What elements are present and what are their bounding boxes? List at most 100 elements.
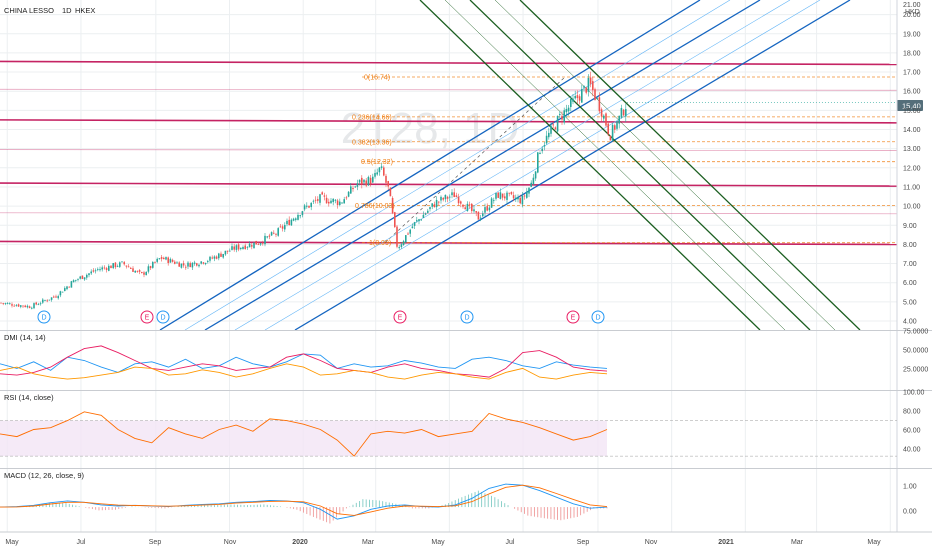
event-marker-label: D [464, 315, 469, 322]
candle-body [508, 192, 510, 194]
candle-body [581, 89, 583, 103]
candle-body [292, 218, 295, 221]
candle-body [123, 262, 125, 265]
candle-body [519, 197, 521, 204]
indicator-tick-label: 0.00 [903, 509, 917, 516]
horizontal-level-line [0, 212, 897, 215]
candle-body [328, 201, 330, 204]
candle-body [589, 77, 592, 84]
candle-body [605, 113, 607, 126]
candle-body [594, 89, 596, 100]
dividend-marker [591, 310, 605, 324]
candle-body [130, 267, 132, 269]
candle-body [413, 222, 416, 226]
candle-body [526, 191, 528, 198]
candle-body [361, 177, 363, 185]
candle-body [438, 201, 440, 203]
currency-label: HKD [905, 9, 920, 16]
time-tick-label: Jul [506, 539, 515, 546]
candle-body [600, 109, 603, 117]
candle-body [352, 187, 354, 190]
candle-body [77, 278, 79, 280]
candle-body [561, 115, 563, 120]
indicator-pane: MACD (12, 26, close, 9) 1.00 0.00 [0, 468, 932, 524]
candle-body [163, 257, 165, 260]
candle-body [462, 204, 464, 207]
price-tick-label: 6.00 [903, 280, 917, 287]
candle-body [50, 297, 53, 300]
candle-body [59, 291, 62, 296]
candle-body [372, 176, 374, 183]
candle-body [253, 242, 255, 249]
indicator-tick-label: 80.00 [903, 409, 921, 416]
candle-body [559, 114, 561, 116]
candle-body [376, 172, 378, 175]
candle-body [266, 236, 268, 238]
pitchfork-line [204, 0, 761, 330]
candle-body [251, 245, 253, 247]
candle-body [75, 279, 77, 281]
candle-body [244, 245, 246, 250]
candle-body [501, 193, 504, 198]
indicator-panes[interactable]: DMI (14, 14) 75.0000 50.0000 25.0000 RSI (14… [0, 329, 932, 524]
candle-body [295, 218, 297, 220]
candle-body [191, 262, 194, 268]
indicator-title: RSI (14, close) [4, 393, 54, 402]
candle-body [374, 173, 376, 177]
candle-body [422, 214, 425, 218]
event-marker-label: E [571, 315, 576, 322]
candle-body [160, 257, 163, 259]
fib-level-label: 0.786(10.03) [355, 203, 395, 210]
candle-body [563, 110, 565, 123]
candle-body [402, 241, 405, 246]
candle-body [405, 235, 407, 243]
candle-body [572, 98, 574, 102]
earnings-marker [566, 310, 580, 324]
candle-body [213, 256, 216, 259]
candle-body [363, 179, 365, 183]
fib-level-label: 0(16.74) [364, 75, 390, 82]
candle-body [44, 300, 46, 302]
candle-body [259, 243, 262, 245]
candle-body [343, 199, 345, 204]
candle-body [288, 219, 290, 226]
candle-body [534, 171, 537, 179]
candle-body [202, 262, 205, 264]
candle-body [0, 302, 2, 304]
candle-body [367, 176, 370, 186]
dividend-marker [156, 310, 170, 324]
candle-body [433, 204, 436, 208]
candle-body [116, 265, 119, 267]
candle-body [255, 240, 257, 245]
candle-body [235, 245, 238, 250]
candle-body [345, 197, 348, 199]
candle-body [455, 195, 458, 198]
indicator-title: DMI (14, 14) [4, 333, 46, 342]
candle-body [350, 186, 352, 194]
price-tick-label: 10.00 [903, 204, 921, 211]
candle-body [33, 303, 35, 309]
candle-body [442, 197, 444, 200]
indicator-pane: RSI (14, close) 100.00 80.00 60.00 40.00 [0, 390, 932, 457]
candle-body [6, 303, 9, 304]
candle-body [55, 296, 57, 298]
candle-body [165, 257, 167, 260]
candle-body [101, 267, 103, 270]
candle-body [609, 135, 612, 141]
candle-body [226, 250, 229, 252]
price-pane[interactable] [0, 0, 897, 330]
candle-body [94, 270, 97, 272]
candle-body [4, 303, 7, 304]
indicator-series-line [0, 484, 608, 516]
candle-body [28, 306, 31, 309]
price-tick-label: 20.00 [903, 12, 921, 19]
candle-body [64, 288, 66, 292]
candle-body [506, 192, 508, 200]
time-tick-label: May [867, 539, 881, 546]
candle-body [37, 304, 40, 306]
candle-body [616, 121, 618, 129]
candle-body [284, 225, 286, 230]
candle-body [592, 81, 594, 91]
